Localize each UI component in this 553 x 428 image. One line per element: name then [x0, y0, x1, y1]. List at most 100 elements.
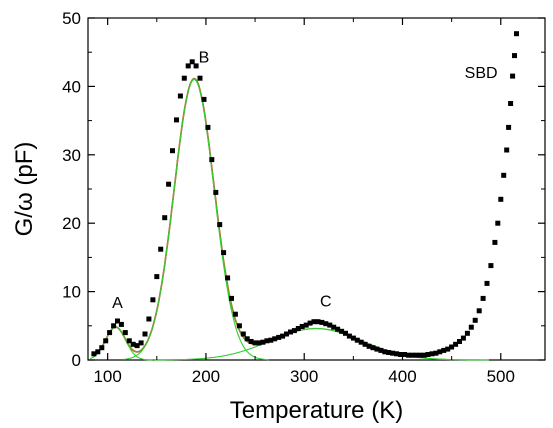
data-point	[445, 346, 451, 352]
data-point	[327, 322, 333, 328]
data-point	[386, 350, 392, 355]
data-point	[166, 181, 172, 187]
data-point	[413, 352, 419, 358]
data-point	[291, 328, 297, 334]
data-point	[429, 351, 435, 357]
data-point	[209, 157, 215, 163]
data-point	[323, 321, 329, 327]
data-point	[272, 336, 278, 342]
y-tick-label: 40	[62, 77, 81, 96]
data-point	[225, 275, 231, 281]
data-point	[213, 189, 219, 195]
y-tick-label: 50	[62, 9, 81, 28]
data-point	[99, 345, 105, 351]
data-point	[268, 337, 274, 343]
data-point	[276, 334, 282, 340]
data-point	[107, 330, 113, 336]
data-point	[295, 326, 301, 331]
data-point	[221, 250, 227, 256]
data-point	[394, 351, 400, 357]
fit-peak-C	[153, 327, 489, 361]
data-point	[339, 328, 345, 334]
y-tick-label: 0	[72, 351, 81, 370]
data-point	[366, 343, 372, 349]
data-point	[402, 352, 407, 357]
data-point	[484, 280, 490, 286]
data-point	[284, 331, 289, 337]
data-point	[154, 274, 160, 280]
data-point	[170, 148, 175, 154]
data-point	[311, 319, 317, 325]
data-point	[460, 335, 466, 341]
data-point	[288, 329, 293, 335]
data-point	[299, 324, 305, 329]
data-point	[142, 331, 148, 337]
data-point	[95, 349, 101, 355]
x-tick-label: 300	[290, 367, 318, 386]
data-point	[425, 352, 431, 357]
y-axis-title: G/ω (pF)	[11, 142, 38, 237]
data-point	[390, 350, 396, 356]
y-tick-label: 30	[62, 146, 81, 165]
data-point	[453, 341, 459, 347]
data-point	[488, 263, 494, 269]
data-point	[122, 330, 128, 336]
data-point	[508, 101, 514, 106]
data-point	[409, 352, 415, 358]
data-point	[118, 321, 124, 327]
data-point	[244, 336, 250, 342]
data-point	[421, 352, 427, 358]
data-point	[514, 31, 519, 37]
data-point	[362, 341, 368, 347]
data-point	[398, 352, 403, 357]
x-tick-label: 400	[388, 367, 416, 386]
data-point	[229, 295, 234, 301]
data-point	[126, 338, 132, 344]
data-point	[480, 295, 486, 301]
data-point	[476, 308, 482, 314]
data-point	[501, 172, 507, 178]
data-point	[174, 117, 179, 123]
fit-sum-curve	[102, 77, 261, 353]
data-point	[130, 341, 136, 347]
fit-peak-B	[123, 79, 269, 361]
data-point	[185, 63, 191, 69]
data-point	[315, 319, 321, 325]
data-point	[193, 63, 199, 69]
data-point	[417, 352, 423, 358]
data-point	[197, 75, 203, 81]
data-point	[370, 345, 376, 351]
data-point	[217, 222, 223, 228]
data-point	[464, 330, 470, 336]
data-point	[437, 349, 443, 355]
annotation-b: B	[199, 49, 210, 66]
data-point	[433, 350, 439, 356]
data-point	[91, 351, 97, 357]
data-point	[335, 326, 341, 332]
data-point	[472, 317, 478, 323]
x-axis: 100 200 300 400 500	[93, 18, 515, 386]
x-tick-label: 100	[93, 367, 121, 386]
data-point	[181, 75, 187, 81]
data-points	[91, 31, 519, 358]
annotations: A B C SBD	[112, 49, 497, 312]
data-point	[495, 220, 501, 226]
data-point	[115, 318, 120, 324]
data-point	[374, 346, 380, 352]
data-point	[512, 53, 517, 59]
annotation-sbd: SBD	[465, 65, 498, 82]
data-point	[103, 338, 109, 344]
data-point	[331, 324, 337, 330]
data-point	[111, 323, 117, 329]
data-point	[354, 337, 360, 343]
data-point	[177, 93, 183, 99]
data-point	[205, 124, 211, 130]
data-point	[150, 297, 156, 303]
annotation-c: C	[320, 294, 332, 311]
y-axis: 0 10 20 30 40 50	[62, 9, 545, 370]
data-point	[146, 316, 152, 322]
data-point	[307, 320, 313, 326]
data-point	[232, 311, 238, 317]
data-point	[158, 246, 164, 252]
